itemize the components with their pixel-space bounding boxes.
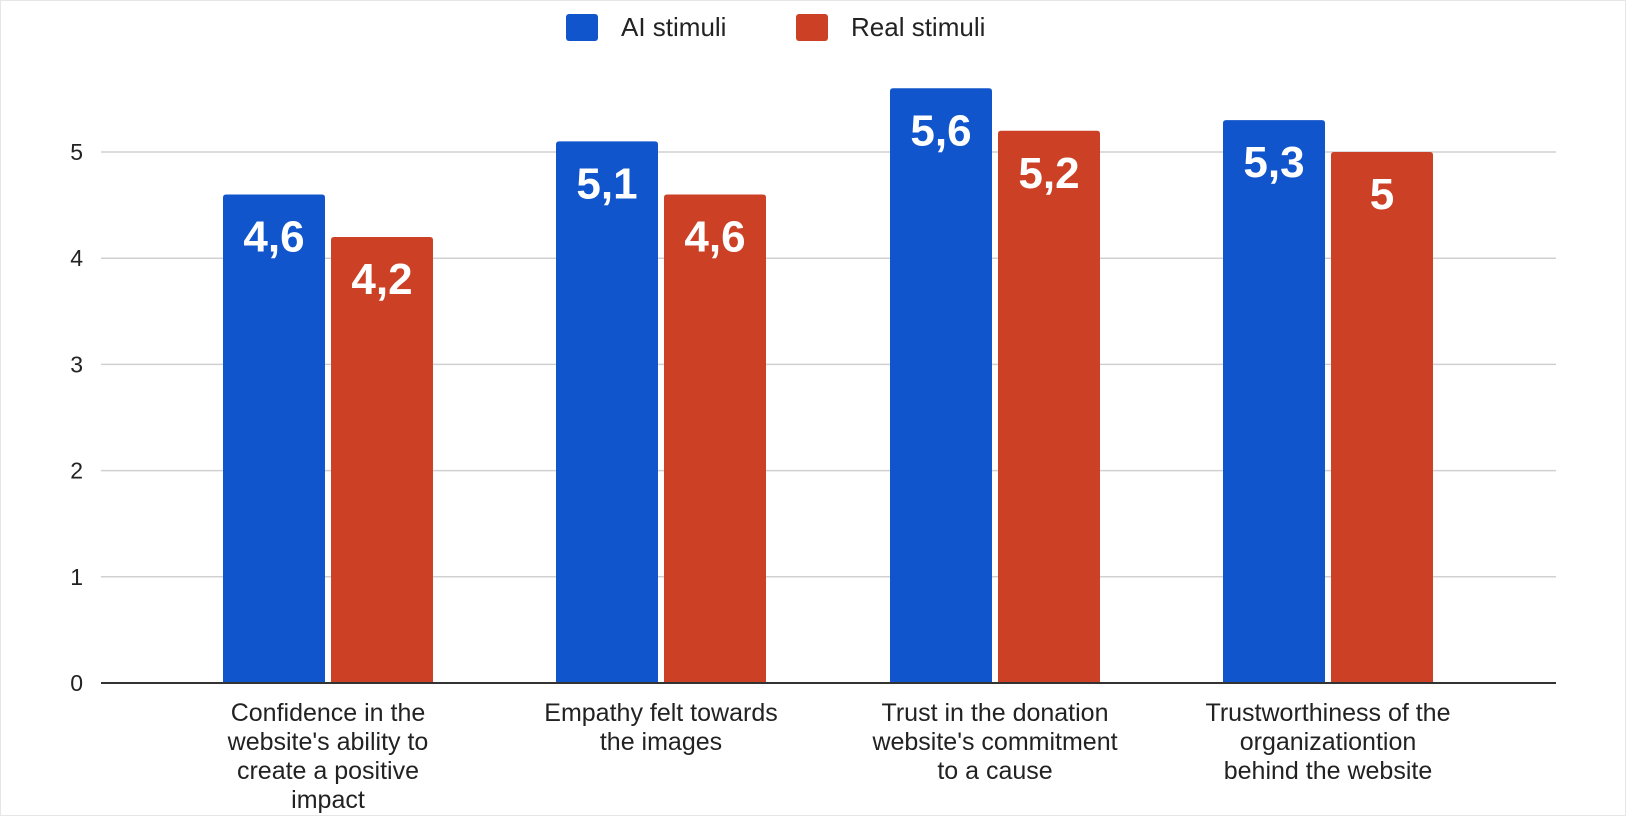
data-label: 5,3 bbox=[1243, 138, 1304, 187]
x-category-label: Confidence in the website's ability to cre… bbox=[227, 699, 429, 814]
legend-swatch-ai-stimuli bbox=[566, 14, 598, 41]
bar-ai-stimuli bbox=[223, 194, 325, 684]
bar-ai-stimuli bbox=[556, 141, 658, 683]
bar-real-stimuli bbox=[664, 194, 766, 684]
x-category-label-line: website's commitment bbox=[871, 728, 1117, 756]
bar-ai-stimuli bbox=[890, 88, 992, 683]
data-label: 4,2 bbox=[351, 255, 412, 304]
x-category-label-line: to a cause bbox=[937, 757, 1052, 785]
legend-swatch-real-stimuli bbox=[796, 14, 828, 41]
x-category-label: Trustworthiness of the organizationtion be… bbox=[1205, 699, 1450, 785]
x-category-label-line: impact bbox=[291, 786, 365, 814]
y-tick-label: 1 bbox=[70, 564, 83, 590]
data-label: 5 bbox=[1370, 170, 1394, 219]
y-tick-label: 4 bbox=[70, 245, 83, 271]
x-category-label-line: Trustworthiness of the bbox=[1205, 699, 1450, 727]
data-label: 5,2 bbox=[1018, 149, 1079, 198]
x-category-label-line: the images bbox=[600, 728, 722, 756]
x-category-label-line: create a positive bbox=[237, 757, 419, 785]
data-label: 5,1 bbox=[576, 159, 637, 208]
data-label: 4,6 bbox=[684, 212, 745, 261]
y-tick-label: 2 bbox=[70, 458, 83, 484]
x-category-label-line: website's ability to bbox=[227, 728, 429, 756]
legend-label-ai-stimuli: AI stimuli bbox=[621, 12, 726, 42]
legend-label-real-stimuli: Real stimuli bbox=[851, 12, 985, 42]
x-category-label-line: behind the website bbox=[1224, 757, 1432, 785]
bar-ai-stimuli bbox=[1223, 120, 1325, 683]
data-label: 4,6 bbox=[243, 212, 304, 261]
data-label: 5,6 bbox=[910, 106, 971, 155]
x-category-label-line: Trust in the donation bbox=[882, 699, 1109, 727]
y-tick-label: 3 bbox=[70, 351, 83, 377]
bar-real-stimuli bbox=[331, 236, 433, 683]
x-category-label-line: Confidence in the bbox=[231, 699, 426, 727]
y-tick-label: 0 bbox=[70, 670, 83, 696]
x-category-label: Empathy felt towards the images bbox=[544, 699, 777, 756]
x-category-label-line: organizationtion bbox=[1240, 728, 1417, 756]
x-category-label-line: Empathy felt towards bbox=[544, 699, 777, 727]
bar-real-stimuli bbox=[1331, 152, 1433, 683]
x-category-label: Trust in the donation website's commitmen… bbox=[871, 699, 1117, 785]
bar-real-stimuli bbox=[998, 130, 1100, 683]
y-tick-label: 5 bbox=[70, 139, 83, 165]
